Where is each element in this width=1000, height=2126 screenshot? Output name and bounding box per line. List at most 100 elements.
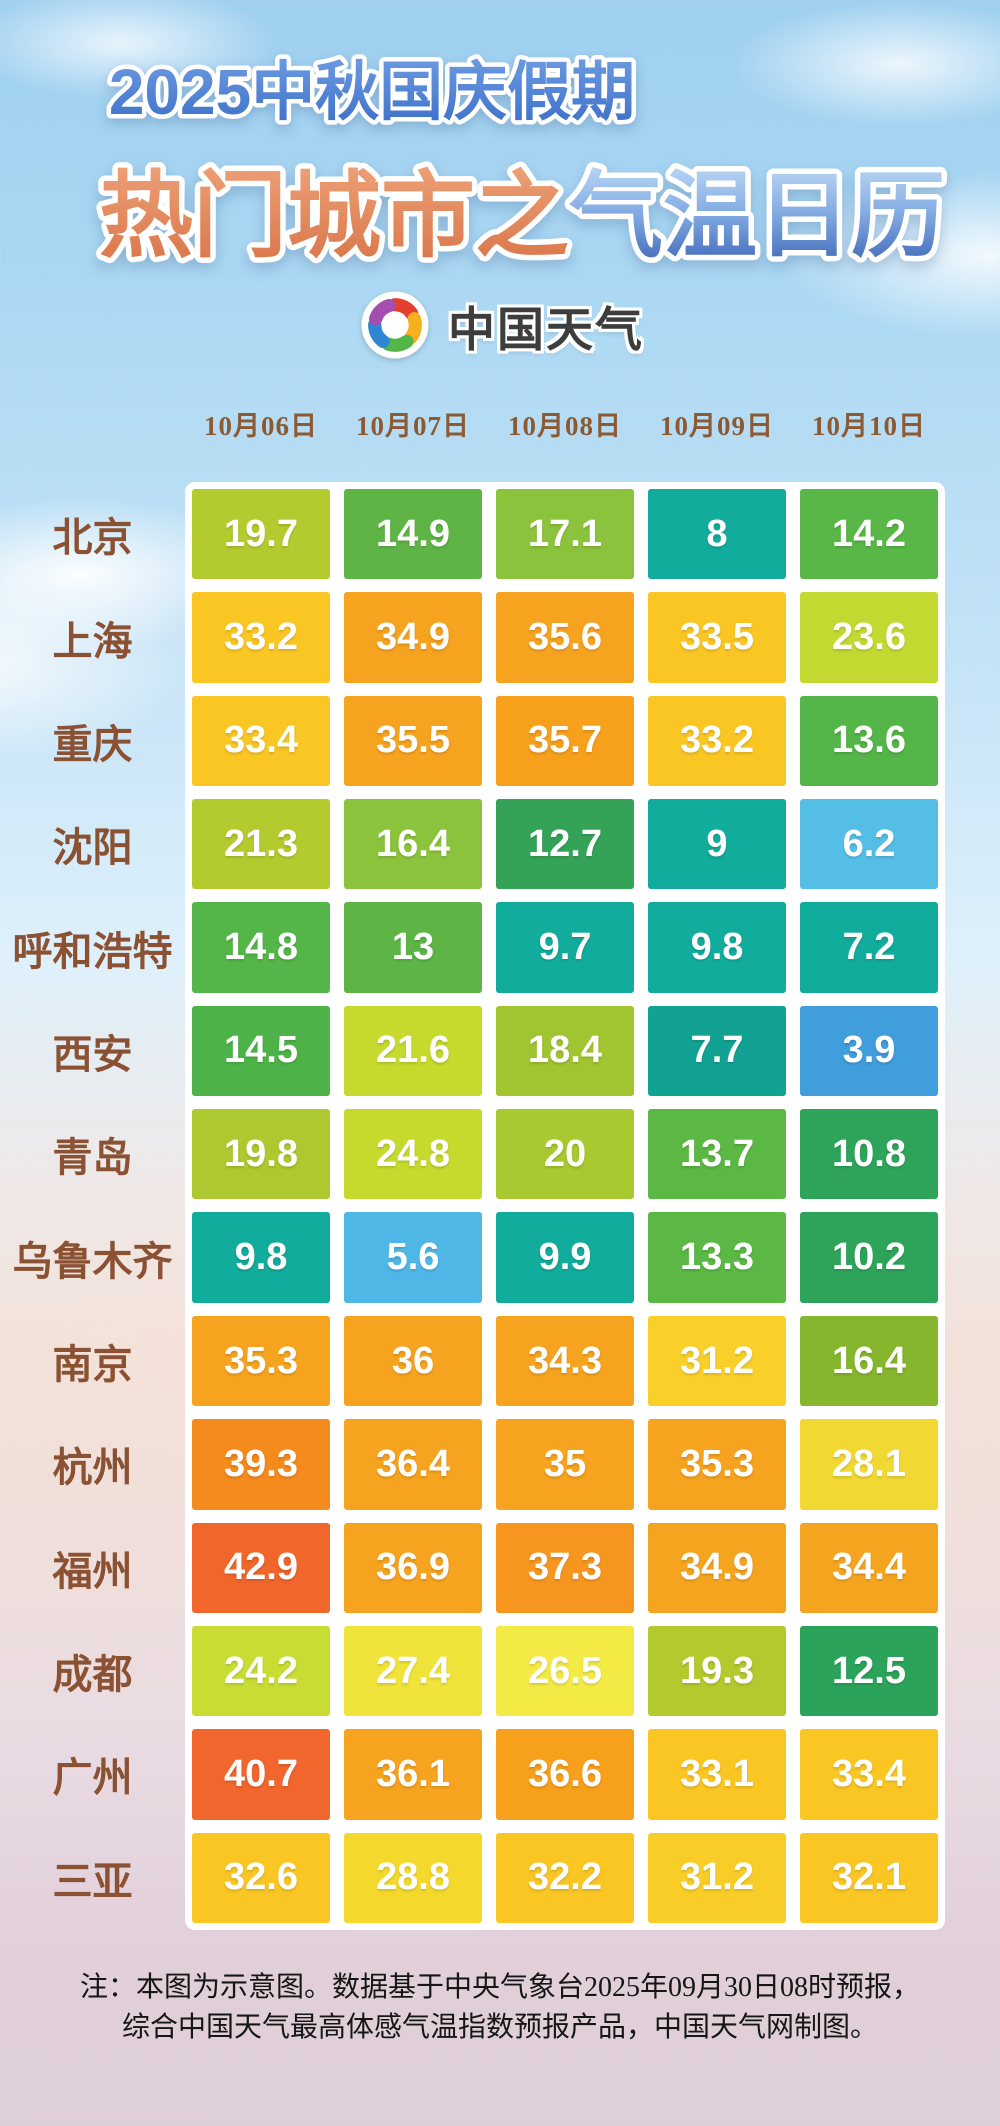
- temp-cell: 35.5: [344, 695, 482, 787]
- temp-cell: 14.2: [800, 489, 938, 580]
- temp-cell: 12.7: [496, 799, 634, 890]
- temp-cell: 35.3: [192, 1315, 330, 1407]
- temp-cell: 7.2: [800, 902, 938, 993]
- temp-cell: 3.9: [800, 1005, 938, 1097]
- temp-cell: 26.5: [496, 1625, 634, 1717]
- footnote-line1: 注：本图为示意图。数据基于中央气象台2025年09月30日08时预报，: [79, 1972, 920, 2003]
- city-label: 上海: [52, 619, 133, 664]
- temp-cell: 16.4: [344, 799, 482, 890]
- temp-cell: 10.2: [800, 1212, 938, 1303]
- temp-cell: 21.6: [344, 1005, 482, 1097]
- temp-cell: 13.6: [800, 695, 938, 787]
- temp-cell: 33.2: [192, 592, 330, 683]
- temp-cell: 34.9: [648, 1522, 786, 1613]
- city-label: 沈阳: [52, 826, 133, 871]
- city-label: 重庆: [52, 722, 133, 767]
- temp-cell: 14.8: [192, 902, 330, 993]
- footnote: 注：本图为示意图。数据基于中央气象台2025年09月30日08时预报， 综合中国…: [0, 1968, 1000, 2048]
- temperature-grid: 19.7 14.9 17.1 8 14.2 33.2 34.9 35.6 33.5 23.6 33.…: [192, 489, 938, 1923]
- temp-cell: 14.9: [344, 489, 482, 580]
- temp-cell: 33.1: [648, 1729, 786, 1820]
- temp-cell: 32.6: [192, 1832, 330, 1923]
- temp-cell: 32.2: [496, 1832, 634, 1923]
- temp-cell: 9.9: [496, 1212, 634, 1303]
- pinwheel-icon: [361, 291, 429, 359]
- temp-cell: 16.4: [800, 1315, 938, 1407]
- temp-cell: 9.8: [192, 1212, 330, 1303]
- city-label: 三亚: [52, 1859, 133, 1904]
- temp-cell: 13.3: [648, 1212, 786, 1303]
- city-labels: 北京上海重庆沈阳呼和浩特西安青岛乌鲁木齐南京杭州福州成都广州三亚: [0, 489, 185, 1923]
- temp-cell: 19.3: [648, 1625, 786, 1717]
- temp-cell: 18.4: [496, 1005, 634, 1097]
- sub-title-graphic: 热门城市之 气温日历: [94, 158, 951, 274]
- city-label: 西安: [52, 1032, 133, 1077]
- city-label: 青岛: [52, 1136, 133, 1181]
- temp-cell: 19.7: [192, 489, 330, 580]
- temp-cell: 34.9: [344, 592, 482, 683]
- city-label: 成都: [52, 1653, 133, 1698]
- date-label: 10月10日: [812, 410, 926, 441]
- temp-cell: 21.3: [192, 799, 330, 890]
- date-label: 10月07日: [356, 410, 470, 441]
- temp-cell: 13: [344, 902, 482, 993]
- city-label: 福州: [52, 1549, 133, 1594]
- temp-cell: 39.3: [192, 1419, 330, 1510]
- brand-logo: 中国天气: [0, 286, 1000, 364]
- temp-cell: 6.2: [800, 799, 938, 890]
- footnote-line2: 综合中国天气最高体感气温指数预报产品，中国天气网制图。: [121, 2012, 878, 2043]
- date-header-row: 10月06日 10月07日 10月08日 10月09日 10月10日: [192, 402, 938, 444]
- main-title: 2025中秋国庆假期: [109, 56, 635, 128]
- temp-cell: 28.1: [800, 1419, 938, 1510]
- temp-cell: 27.4: [344, 1625, 482, 1717]
- temp-cell: 36.6: [496, 1729, 634, 1820]
- sub-title-orange: 热门城市之: [99, 163, 569, 268]
- temp-cell: 17.1: [496, 489, 634, 580]
- temperature-table: 19.7 14.9 17.1 8 14.2 33.2 34.9 35.6 33.5 23.6 33.…: [185, 482, 945, 1930]
- city-label: 杭州: [52, 1446, 133, 1491]
- temp-cell: 13.7: [648, 1109, 786, 1200]
- temp-cell: 20: [496, 1109, 634, 1200]
- temp-cell: 42.9: [192, 1522, 330, 1613]
- temp-cell: 32.1: [800, 1832, 938, 1923]
- city-label: 广州: [52, 1756, 133, 1801]
- temp-cell: 9.7: [496, 902, 634, 993]
- city-label: 南京: [52, 1343, 133, 1388]
- temp-cell: 10.8: [800, 1109, 938, 1200]
- temp-cell: 24.8: [344, 1109, 482, 1200]
- city-label: 北京: [52, 516, 133, 561]
- temp-cell: 33.4: [800, 1729, 938, 1820]
- temp-cell: 5.6: [344, 1212, 482, 1303]
- temp-cell: 8: [648, 489, 786, 580]
- date-label: 10月06日: [204, 410, 318, 441]
- date-label: 10月08日: [508, 410, 622, 441]
- temp-cell: 34.4: [800, 1522, 938, 1613]
- temp-cell: 12.5: [800, 1625, 938, 1717]
- city-label: 呼和浩特: [12, 929, 173, 974]
- temp-cell: 34.3: [496, 1315, 634, 1407]
- temp-cell: 31.2: [648, 1315, 786, 1407]
- temp-cell: 33.4: [192, 695, 330, 787]
- temp-cell: 40.7: [192, 1729, 330, 1820]
- temp-cell: 33.2: [648, 695, 786, 787]
- date-label: 10月09日: [660, 410, 774, 441]
- temp-cell: 24.2: [192, 1625, 330, 1717]
- brand-name: 中国天气: [448, 302, 644, 356]
- temp-cell: 36.4: [344, 1419, 482, 1510]
- temp-cell: 14.5: [192, 1005, 330, 1097]
- temp-cell: 31.2: [648, 1832, 786, 1923]
- main-title-graphic: 2025中秋国庆假期: [104, 52, 639, 133]
- temp-cell: 35.6: [496, 592, 634, 683]
- temp-cell: 33.5: [648, 592, 786, 683]
- temp-cell: 23.6: [800, 592, 938, 683]
- temp-cell: 36.9: [344, 1522, 482, 1613]
- temp-cell: 36: [344, 1315, 482, 1407]
- temp-cell: 9: [648, 799, 786, 890]
- temp-cell: 35: [496, 1419, 634, 1510]
- city-label: 乌鲁木齐: [12, 1239, 173, 1284]
- temp-cell: 28.8: [344, 1832, 482, 1923]
- temp-cell: 35.3: [648, 1419, 786, 1510]
- temp-cell: 19.8: [192, 1109, 330, 1200]
- temp-cell: 36.1: [344, 1729, 482, 1820]
- temp-cell: 7.7: [648, 1005, 786, 1097]
